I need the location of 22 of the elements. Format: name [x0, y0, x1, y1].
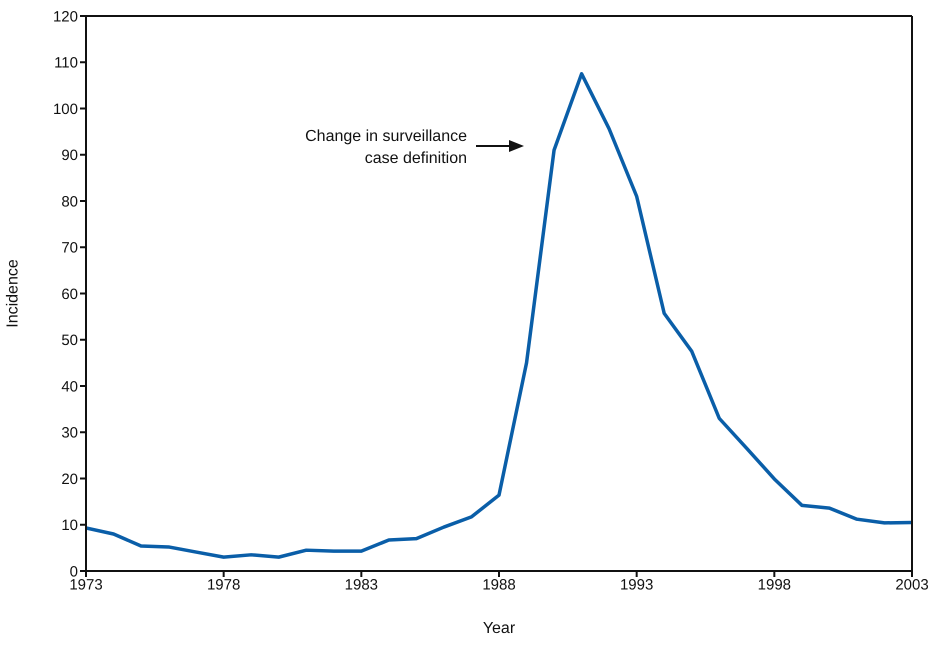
y-tick-label: 10	[61, 517, 78, 534]
x-tick-label: 1993	[620, 576, 654, 594]
x-tick-label: 2003	[895, 576, 929, 594]
y-tick-label: 40	[61, 378, 78, 396]
x-tick-label: 1998	[758, 576, 792, 594]
y-tick-label: 110	[54, 54, 78, 72]
line-series	[86, 72, 912, 559]
y-tick-label: 90	[61, 147, 78, 164]
annotation: Change in surveillance case definition	[305, 127, 467, 169]
x-tick-label: 1988	[482, 576, 516, 594]
x-tick-label: 1978	[206, 576, 240, 594]
y-axis-title: Incidence	[4, 259, 22, 328]
y-tick-label: 30	[61, 424, 78, 442]
y-tick-label: 60	[61, 286, 78, 303]
y-tick-label: 20	[61, 470, 78, 488]
y-tick-label: 70	[61, 240, 78, 257]
y-tick-label: 50	[61, 332, 78, 350]
y-tick-label: 80	[61, 193, 78, 210]
x-tick-label: 1983	[344, 576, 378, 594]
y-tick-label: 120	[52, 8, 78, 26]
y-tick-label: 100	[52, 100, 78, 118]
x-axis-title: Year	[482, 620, 516, 637]
